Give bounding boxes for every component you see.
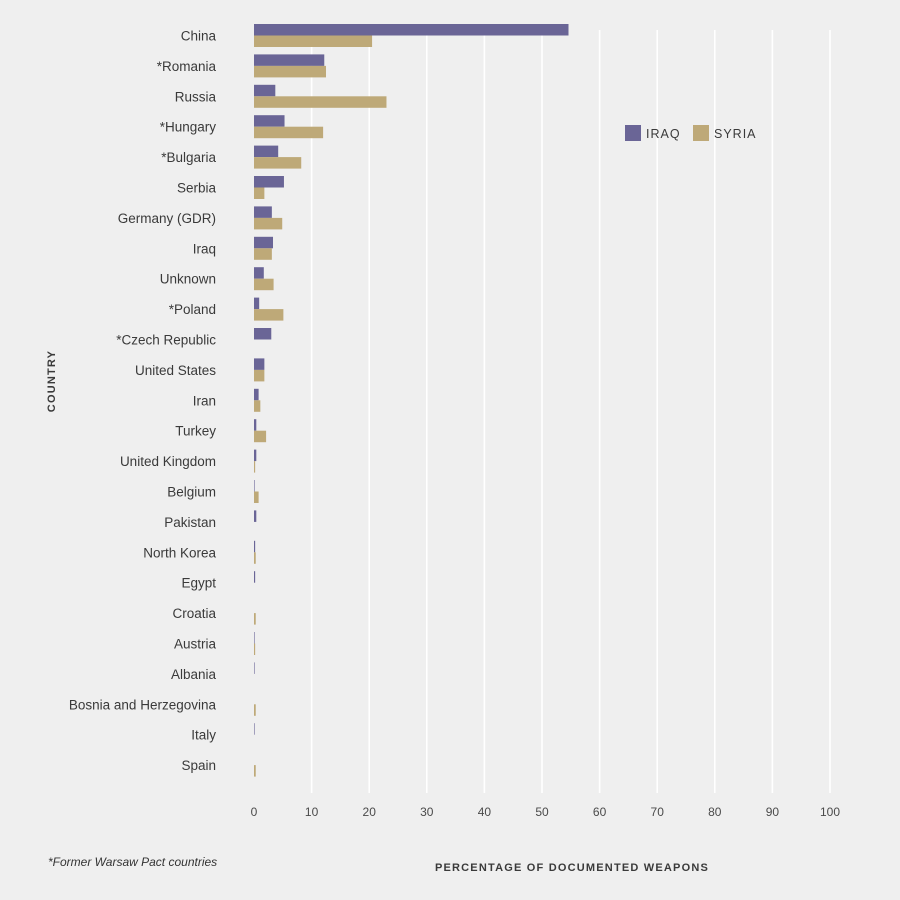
category-label-china: China [181, 29, 217, 44]
bar-iraq-bulgaria [254, 145, 279, 158]
bar-syria-united-states [254, 369, 265, 382]
legend-label-syria: SYRIA [714, 127, 757, 141]
bar-iraq-poland [254, 297, 260, 310]
bar-iraq-iraq [254, 236, 274, 249]
category-label-poland: *Poland [169, 302, 216, 317]
category-label-turkey: Turkey [175, 424, 216, 439]
category-label-unknown: Unknown [160, 272, 216, 287]
category-label-italy: Italy [191, 728, 216, 743]
bar-iraq-china [254, 24, 569, 36]
x-tick-40: 40 [478, 805, 492, 819]
x-tick-labels: 0 10 20 30 40 50 60 70 80 90 100 [251, 805, 841, 819]
bar-syria-poland [254, 309, 284, 321]
category-label-egypt: Egypt [181, 576, 216, 591]
bar-syria-china [254, 35, 373, 47]
bar-syria-iran [254, 400, 261, 412]
bars [254, 24, 569, 777]
category-label-iraq: Iraq [193, 241, 216, 256]
bar-iraq-albania [254, 662, 255, 674]
bar-syria-belgium [254, 491, 259, 503]
bar-iraq-turkey [254, 419, 257, 431]
category-label-austria: Austria [174, 637, 217, 652]
bar-iraq-belgium [254, 480, 255, 492]
category-label-serbia: Serbia [177, 181, 217, 196]
bar-syria-bosnia-and-herzegovina [254, 704, 256, 716]
x-tick-0: 0 [251, 805, 258, 819]
category-label-bosnia-and-herzegovina: Bosnia and Herzegovina [69, 697, 217, 712]
category-label-russia: Russia [175, 89, 217, 104]
bar-syria-romania [254, 65, 326, 78]
bar-iraq-unknown [254, 267, 264, 279]
bar-iraq-austria [254, 632, 255, 644]
bar-syria-bulgaria [254, 157, 302, 169]
bar-syria-austria [254, 643, 256, 655]
bar-iraq-egypt [254, 571, 256, 583]
x-tick-80: 80 [708, 805, 722, 819]
legend-swatch-iraq [625, 125, 641, 141]
category-label-czech-republic: *Czech Republic [116, 333, 216, 348]
category-label-bulgaria: *Bulgaria [161, 150, 216, 165]
category-label-iran: Iran [193, 393, 216, 408]
x-axis-title: PERCENTAGE OF DOCUMENTED WEAPONS [435, 862, 709, 874]
x-tick-100: 100 [820, 805, 840, 819]
bar-iraq-hungary [254, 115, 285, 127]
x-tick-70: 70 [651, 805, 665, 819]
bar-syria-north-korea [254, 552, 256, 564]
category-label-hungary: *Hungary [160, 120, 217, 135]
bar-syria-serbia [254, 187, 265, 199]
bar-iraq-russia [254, 84, 276, 97]
bar-syria-germany-gdr [254, 217, 283, 230]
bar-syria-spain [254, 765, 256, 777]
bar-iraq-iran [254, 388, 259, 401]
category-label-united-kingdom: United Kingdom [120, 454, 216, 469]
gridlines [310, 30, 831, 793]
category-label-pakistan: Pakistan [164, 515, 216, 530]
bar-syria-turkey [254, 430, 267, 443]
category-label-romania: *Romania [157, 59, 217, 74]
legend-label-iraq: IRAQ [646, 127, 681, 141]
bar-iraq-germany-gdr [254, 206, 272, 218]
category-label-united-states: United States [135, 363, 216, 378]
x-tick-90: 90 [766, 805, 780, 819]
legend-swatch-syria [693, 125, 709, 141]
category-label-north-korea: North Korea [143, 545, 216, 560]
bar-syria-unknown [254, 278, 274, 291]
bar-syria-croatia [254, 613, 256, 625]
bar-iraq-serbia [254, 176, 284, 188]
category-label-albania: Albania [171, 667, 217, 682]
bar-iraq-united-kingdom [254, 449, 257, 462]
bar-iraq-united-states [254, 358, 265, 370]
bar-iraq-italy [254, 723, 255, 735]
category-labels: China *Romania Russia *Hungary *Bulgaria Serb… [69, 29, 217, 774]
legend: IRAQ SYRIA [625, 125, 757, 141]
x-tick-50: 50 [535, 805, 549, 819]
bar-iraq-romania [254, 54, 325, 66]
footnote: *Former Warsaw Pact countries [48, 855, 217, 869]
category-label-croatia: Croatia [172, 606, 216, 621]
bar-syria-hungary [254, 126, 324, 139]
x-tick-20: 20 [363, 805, 377, 819]
category-label-spain: Spain [181, 758, 216, 773]
bar-syria-russia [254, 96, 387, 108]
x-tick-60: 60 [593, 805, 607, 819]
x-tick-30: 30 [420, 805, 434, 819]
x-tick-10: 10 [305, 805, 319, 819]
bar-syria-united-kingdom [254, 461, 256, 473]
bar-syria-iraq [254, 248, 272, 260]
bar-iraq-pakistan [254, 510, 257, 522]
bar-iraq-czech-republic [254, 328, 272, 340]
bar-iraq-north-korea [254, 540, 256, 553]
category-label-germany-gdr: Germany (GDR) [118, 211, 216, 226]
category-label-belgium: Belgium [167, 485, 216, 500]
y-axis-title: COUNTRY [46, 350, 58, 412]
